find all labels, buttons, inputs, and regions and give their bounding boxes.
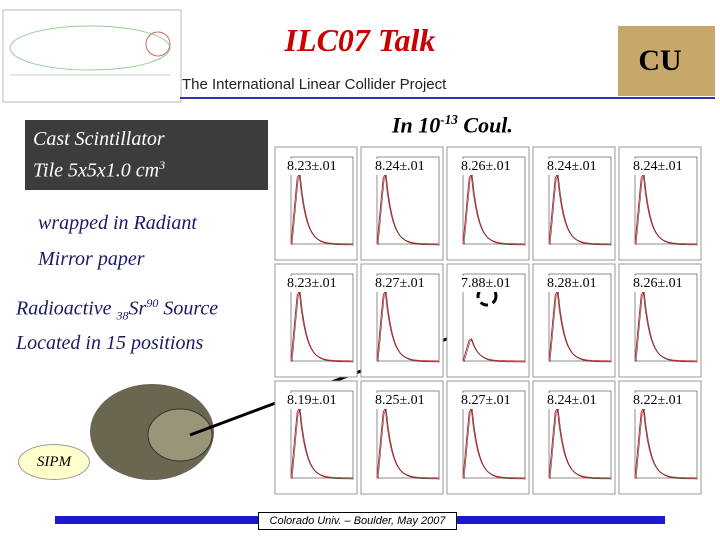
plot-curve: [462, 338, 525, 362]
measurement: 8.26±.01: [461, 159, 511, 175]
plot-hist: [463, 408, 526, 480]
plot-curve: [548, 289, 611, 362]
footer: Colorado Univ. – Boulder, May 2007: [258, 512, 457, 530]
subscript: 38: [116, 308, 129, 323]
plot-curve: [376, 289, 439, 362]
plot-hist: [377, 174, 440, 246]
plot-axes: [548, 390, 612, 479]
plot-curve: [462, 172, 525, 245]
plot-hist: [549, 408, 612, 480]
plot-curve: [462, 406, 525, 479]
plot-frame: [618, 263, 702, 378]
subtitle: The International Linear Collider Projec…: [182, 76, 447, 93]
plot-hist: [463, 174, 526, 246]
measurement: 8.26±.01: [633, 276, 683, 292]
plot-axes: [462, 390, 526, 479]
plot-hist: [291, 408, 354, 480]
charge-unit: In 10-13 Coul.: [392, 112, 513, 138]
plot-hist: [549, 174, 612, 246]
measurement: 8.24±.01: [547, 393, 597, 409]
text: Radioactive: [16, 297, 117, 320]
sipm-label: SIPM: [18, 444, 90, 480]
plot-curve: [376, 406, 439, 479]
plot-axes: [290, 390, 354, 479]
plot-axes: [290, 156, 354, 245]
superscript: 90: [146, 296, 159, 310]
plot-hist: [377, 291, 440, 363]
measurement: 8.19±.01: [287, 393, 337, 409]
box-line: Tile 5x5x1.0 cm3: [33, 158, 165, 183]
source-text: Radioactive 38Sr90 Source: [16, 296, 218, 324]
thumbnail-circle: [145, 31, 171, 57]
title: ILC07 Talk: [284, 22, 436, 58]
plot-hist: [291, 174, 354, 246]
plot-curve: [290, 172, 353, 245]
plot-curve: [290, 289, 353, 362]
plot-curve: [634, 289, 697, 362]
logo: [618, 26, 715, 96]
measurement: 8.24±.01: [375, 159, 425, 175]
plot-axes: [634, 156, 698, 245]
plot-axes: [376, 273, 440, 362]
text: Coul.: [457, 112, 513, 138]
measurement: 8.27±.01: [375, 276, 425, 292]
sipm-photo-detail: [147, 408, 213, 462]
source-text: Located in 15 positions: [16, 332, 204, 354]
plot-hist: [635, 291, 698, 363]
plot-hist: [463, 339, 526, 363]
measurement: 8.25±.01: [375, 393, 425, 409]
plot-hist: [291, 291, 354, 363]
wrap-text: wrapped in Radiant: [38, 212, 197, 234]
plot-hist: [377, 408, 440, 480]
plot-axes: [290, 273, 354, 362]
plot-axes: [376, 156, 440, 245]
plots: [274, 146, 702, 495]
wrap-text: Mirror paper: [38, 248, 145, 270]
superscript: 3: [159, 158, 166, 172]
rule: [180, 97, 715, 99]
plot-axes: [548, 273, 612, 362]
plot-hist: [635, 174, 698, 246]
description-box: Cast Scintillator Tile 5x5x1.0 cm3: [25, 120, 268, 190]
thumbnail-ring: [9, 25, 171, 71]
measurement: 8.23±.01: [287, 159, 337, 175]
plot-axes: [548, 156, 612, 245]
logo-mark: CU: [638, 44, 681, 77]
plot-hist: [549, 291, 612, 363]
plot-curve: [548, 406, 611, 479]
measurement: 8.27±.01: [461, 393, 511, 409]
plot-axes: [462, 156, 526, 245]
histogram-grid: 8.23±.01 8.24±.01 8.26±.01 8.24±.01 8.24±.01…: [274, 146, 706, 504]
measurement: 8.22±.01: [633, 393, 683, 409]
text: In 10: [392, 112, 441, 138]
measurement: 8.24±.01: [547, 159, 597, 175]
measurement: 8.23±.01: [287, 276, 337, 292]
measurement: 8.24±.01: [633, 159, 683, 175]
text: Sr: [128, 297, 147, 320]
plot-axes: [634, 390, 698, 479]
text: Source: [158, 297, 219, 320]
plot-curve: [290, 406, 353, 479]
superscript: -13: [440, 112, 458, 127]
plot-axes: [634, 273, 698, 362]
measurement: 8.28±.01: [547, 276, 597, 292]
box-line: Cast Scintillator: [33, 128, 165, 150]
plot-axes: [376, 390, 440, 479]
thumbnail: [2, 9, 182, 103]
text: Tile 5x5x1.0 cm: [33, 159, 160, 182]
plot-curve: [634, 406, 697, 479]
plot-curve: [548, 172, 611, 245]
plot-curve: [376, 172, 439, 245]
plot-curve: [634, 172, 697, 245]
plot-hist: [635, 408, 698, 480]
measurement: 7.88±.01: [461, 276, 511, 292]
